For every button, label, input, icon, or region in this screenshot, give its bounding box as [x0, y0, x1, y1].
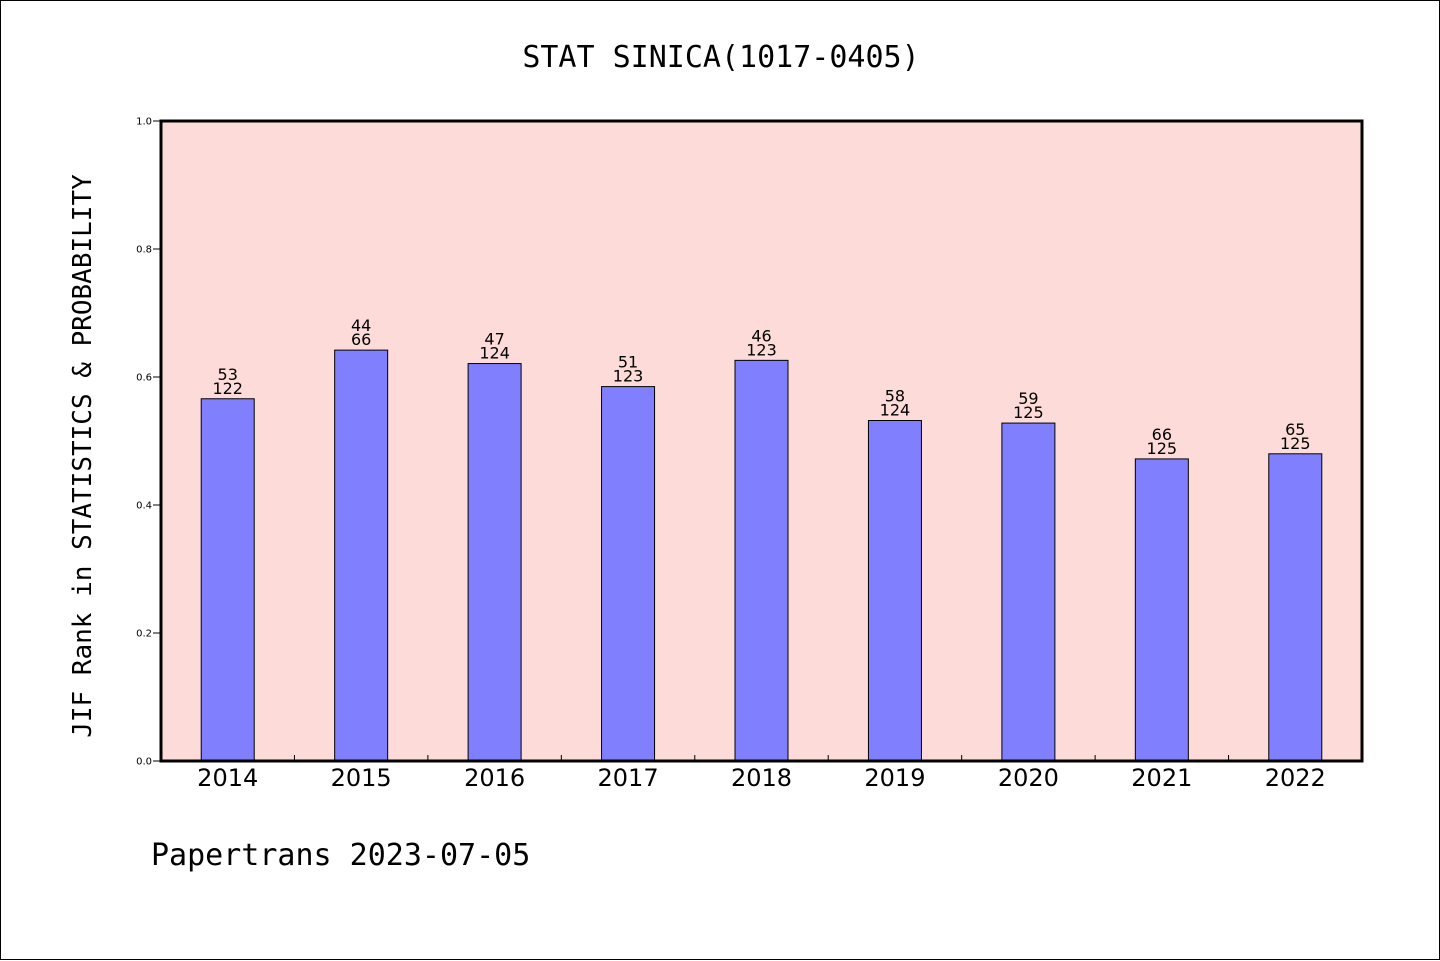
- x-axis: 2014 2015 2016 2017 2018 2019 2020 2021 2022: [197, 755, 1326, 792]
- rank-label-2014: 53: [218, 365, 238, 384]
- y-tick-label: 0.2: [136, 629, 152, 640]
- bars-layer: [200, 349, 1323, 762]
- x-tick-label-2022: 2022: [1265, 764, 1326, 792]
- rank-label-2020: 59: [1018, 389, 1038, 408]
- rank-label-2022: 65: [1285, 420, 1305, 439]
- y-tick-label: 0.0: [136, 757, 152, 768]
- y-tick-label: 0.4: [136, 501, 152, 512]
- bar-2016: [467, 363, 522, 762]
- plot-border: [159, 119, 1364, 763]
- x-tick-label-2018: 2018: [731, 764, 792, 792]
- bar-2017: [601, 386, 656, 762]
- x-tick-label-2019: 2019: [864, 764, 925, 792]
- total-label-2021: 125: [1147, 439, 1178, 458]
- bar-2015: [334, 349, 389, 762]
- total-label-2015: 66: [351, 330, 371, 349]
- chart-title: STAT SINICA(1017-0405): [522, 40, 919, 75]
- total-label-2020: 125: [1013, 403, 1044, 422]
- x-tick-label-2021: 2021: [1131, 764, 1192, 792]
- y-tick-label: 0.6: [136, 373, 152, 384]
- total-label-2022: 125: [1280, 434, 1311, 453]
- total-label-2016: 124: [479, 344, 510, 363]
- bar-2021: [1134, 458, 1189, 762]
- bar-2014: [200, 398, 255, 762]
- bar-2020: [1001, 422, 1056, 762]
- rank-label-2016: 47: [484, 330, 504, 349]
- x-tick-label-2017: 2017: [598, 764, 659, 792]
- rank-label-2017: 51: [618, 353, 638, 372]
- total-label-2018: 123: [746, 340, 777, 359]
- footer-credit: Papertrans 2023-07-05: [151, 838, 530, 873]
- y-axis: 0.0 0.2 0.4 0.6 0.8 1.0: [136, 117, 161, 768]
- y-tick-label: 1.0: [136, 117, 152, 128]
- total-label-2019: 124: [880, 401, 911, 420]
- y-tick-label: 0.8: [136, 245, 152, 256]
- total-label-2017: 123: [613, 367, 644, 386]
- bar-2019: [867, 420, 922, 762]
- bar-2018: [734, 359, 789, 762]
- rank-label-2019: 58: [885, 387, 905, 406]
- x-tick-label-2020: 2020: [998, 764, 1059, 792]
- x-tick-label-2016: 2016: [464, 764, 525, 792]
- bar-2022: [1268, 453, 1323, 762]
- rank-label-2015: 44: [351, 316, 371, 335]
- rank-label-2021: 66: [1152, 425, 1172, 444]
- total-label-2014: 122: [212, 379, 243, 398]
- y-axis-label: JIF Rank in STATISTICS & PROBABILITY: [68, 174, 98, 738]
- x-tick-label-2015: 2015: [331, 764, 392, 792]
- rank-label-2018: 46: [751, 326, 771, 345]
- x-tick-label-2014: 2014: [197, 764, 258, 792]
